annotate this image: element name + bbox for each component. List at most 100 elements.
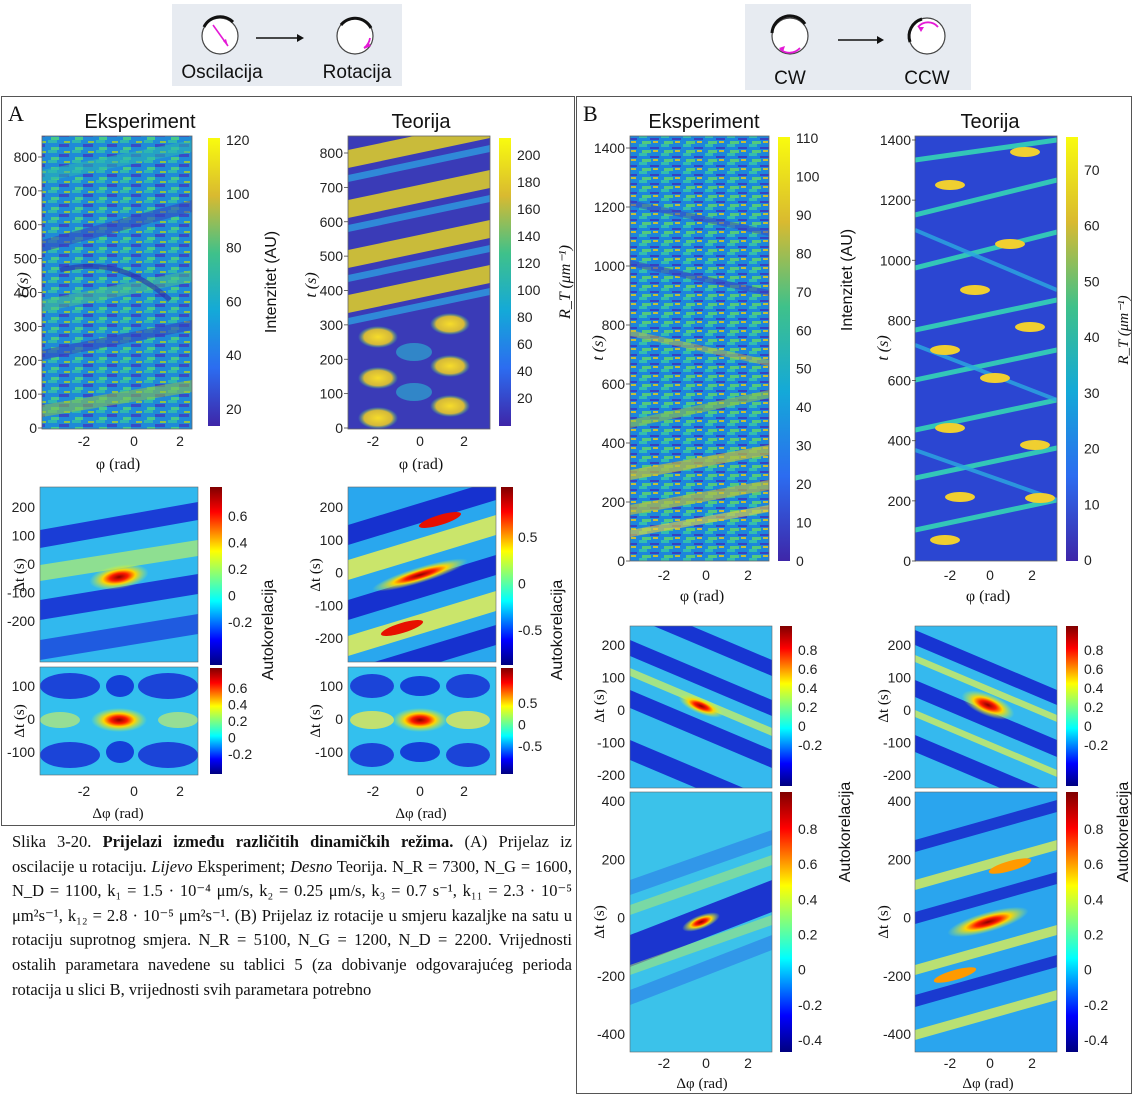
panel-b-letter: B	[583, 101, 598, 126]
tick-label: 400	[14, 285, 38, 301]
a-ac-theory-x-label: Δφ (rad)	[395, 806, 446, 822]
a-experiment-heatmap	[42, 136, 192, 429]
b-ac-theory-x-label: Δφ (rad)	[962, 1076, 1013, 1092]
b-ac-small-theory-y-label: Δt (s)	[876, 689, 892, 722]
schematic-b: CW CCW	[745, 4, 971, 90]
panel-a-border	[1, 96, 575, 826]
b-exp-colorbar	[778, 137, 790, 561]
tick-label: -0.4	[1084, 1032, 1108, 1048]
tick-label: 0.8	[798, 642, 818, 658]
b-experiment-heatmap	[630, 136, 769, 561]
tick-label: 100	[517, 282, 541, 298]
tick-label: 30	[1084, 385, 1100, 401]
tick-label: -100	[7, 585, 35, 601]
tick-label: 0.4	[798, 680, 818, 696]
tick-label: 0	[1084, 718, 1092, 734]
tick-label: 0	[986, 567, 994, 583]
tick-label: 400	[602, 793, 626, 809]
tick-label: 70	[1084, 162, 1100, 178]
tick-label: 20	[226, 401, 242, 417]
b-autocorrelation-ticks: 2001000-100-2002001000-100-2000.80.60.40…	[597, 637, 1108, 1071]
tick-label: 90	[796, 207, 812, 223]
tick-label: 0.2	[228, 713, 248, 729]
tick-label: 0	[228, 730, 236, 746]
caption-mid: Eksperiment;	[192, 856, 291, 876]
a-exp-colorbar-ticks: 120 100 80 60 40 20	[226, 132, 250, 417]
tick-label: 0.6	[1084, 856, 1104, 872]
tick-label: -0.2	[798, 737, 822, 753]
b-exp-x-label: φ (rad)	[680, 588, 724, 605]
tick-label: 0.6	[228, 680, 248, 696]
tick-label: 180	[517, 174, 541, 190]
a-theory-y-label: t (s)	[303, 272, 320, 297]
a-ac-big-exp-y-label: Δt (s)	[12, 558, 28, 591]
tick-label: 0	[796, 553, 804, 569]
tick-label: 80	[796, 245, 812, 261]
a-ac-small-theory-heatmap	[348, 667, 496, 775]
a-ac-theory-colorbar-label: Autokorelacija	[549, 580, 566, 681]
a-exp-x-ticks: -2 0 2	[78, 433, 184, 449]
tick-label: 0	[798, 962, 806, 978]
tick-label: 200	[602, 494, 626, 510]
a-exp-y-ticks: 800 700 600 500 400 300 200 100 0	[14, 149, 42, 436]
tick-label: 700	[14, 183, 38, 199]
tick-label: 100	[796, 168, 820, 184]
b-exp-colorbar-label: Intenzitet (AU)	[839, 229, 856, 331]
tick-label: -2	[944, 567, 957, 583]
tick-label: 600	[320, 214, 344, 230]
tick-label: 200	[517, 147, 541, 163]
a-theory-y-ticks: 800 700 600 500 400 300 200 100 0	[320, 145, 348, 436]
tick-label: 100	[320, 532, 344, 548]
tick-label: 0	[416, 433, 424, 449]
tick-label: -200	[315, 630, 343, 646]
tick-label: -0.5	[518, 738, 542, 754]
schematic-a-right-label: Rotacija	[323, 62, 392, 83]
tick-label: 60	[1084, 218, 1100, 234]
a-ac-small-exp-y-label: Δt (s)	[12, 704, 28, 737]
a-ac-exp-colorbar-label: Autokorelacija	[260, 580, 277, 681]
tick-label: -2	[78, 783, 91, 799]
a-exp-colorbar	[208, 138, 220, 426]
tick-label: 0.2	[1084, 699, 1104, 715]
tick-label: -0.2	[1084, 737, 1108, 753]
caption-title: Prijelazi između različitih dinamičkih r…	[102, 832, 454, 851]
schematic-a-left-label: Oscilacija	[181, 62, 263, 83]
tick-label: 100	[602, 670, 626, 686]
b-ac-exp-x-label: Δφ (rad)	[676, 1076, 727, 1092]
tick-label: -400	[883, 1026, 911, 1042]
tick-label: 200	[888, 637, 912, 653]
tick-label: 200	[602, 637, 626, 653]
tick-label: 1400	[594, 140, 625, 156]
tick-label: 20	[796, 476, 812, 492]
tick-label: 0.2	[798, 927, 818, 943]
tick-label: 2	[744, 1055, 752, 1071]
tick-label: 500	[14, 251, 38, 267]
b-ac-exp-colorbar-label: Autokorelacija	[837, 782, 854, 883]
tick-label: 0.5	[518, 695, 538, 711]
tick-label: -200	[597, 968, 625, 984]
tick-label: 0	[1084, 552, 1092, 568]
tick-label: -100	[315, 597, 343, 613]
schematic-b-right-label: CCW	[904, 68, 949, 89]
tick-label: 0.6	[798, 661, 818, 677]
a-ac-big-theory-heatmap	[348, 487, 496, 662]
b-ac-small-exp-heatmap	[630, 626, 772, 788]
b-ac-big-exp-heatmap	[630, 792, 772, 1052]
tick-label: 1200	[880, 192, 911, 208]
b-theory-colorbar-ticks: 70 60 50 40 30 20 10 0	[1084, 162, 1100, 568]
tick-label: 60	[796, 322, 812, 338]
tick-label: 400	[320, 283, 344, 299]
tick-label: -100	[315, 744, 343, 760]
tick-label: -2	[658, 1055, 671, 1071]
tick-label: 2	[460, 783, 468, 799]
a-theory-x-label: φ (rad)	[399, 456, 443, 473]
tick-label: 0	[335, 565, 343, 581]
tick-label: -2	[367, 433, 380, 449]
tick-label: 100	[320, 386, 344, 402]
tick-label: 0.6	[1084, 661, 1104, 677]
tick-label: 0	[617, 910, 625, 926]
a-theory-heatmap	[348, 136, 490, 429]
tick-label: 0.4	[798, 891, 818, 907]
caption-right-word: Desno	[290, 856, 333, 876]
tick-label: 0	[903, 553, 911, 569]
